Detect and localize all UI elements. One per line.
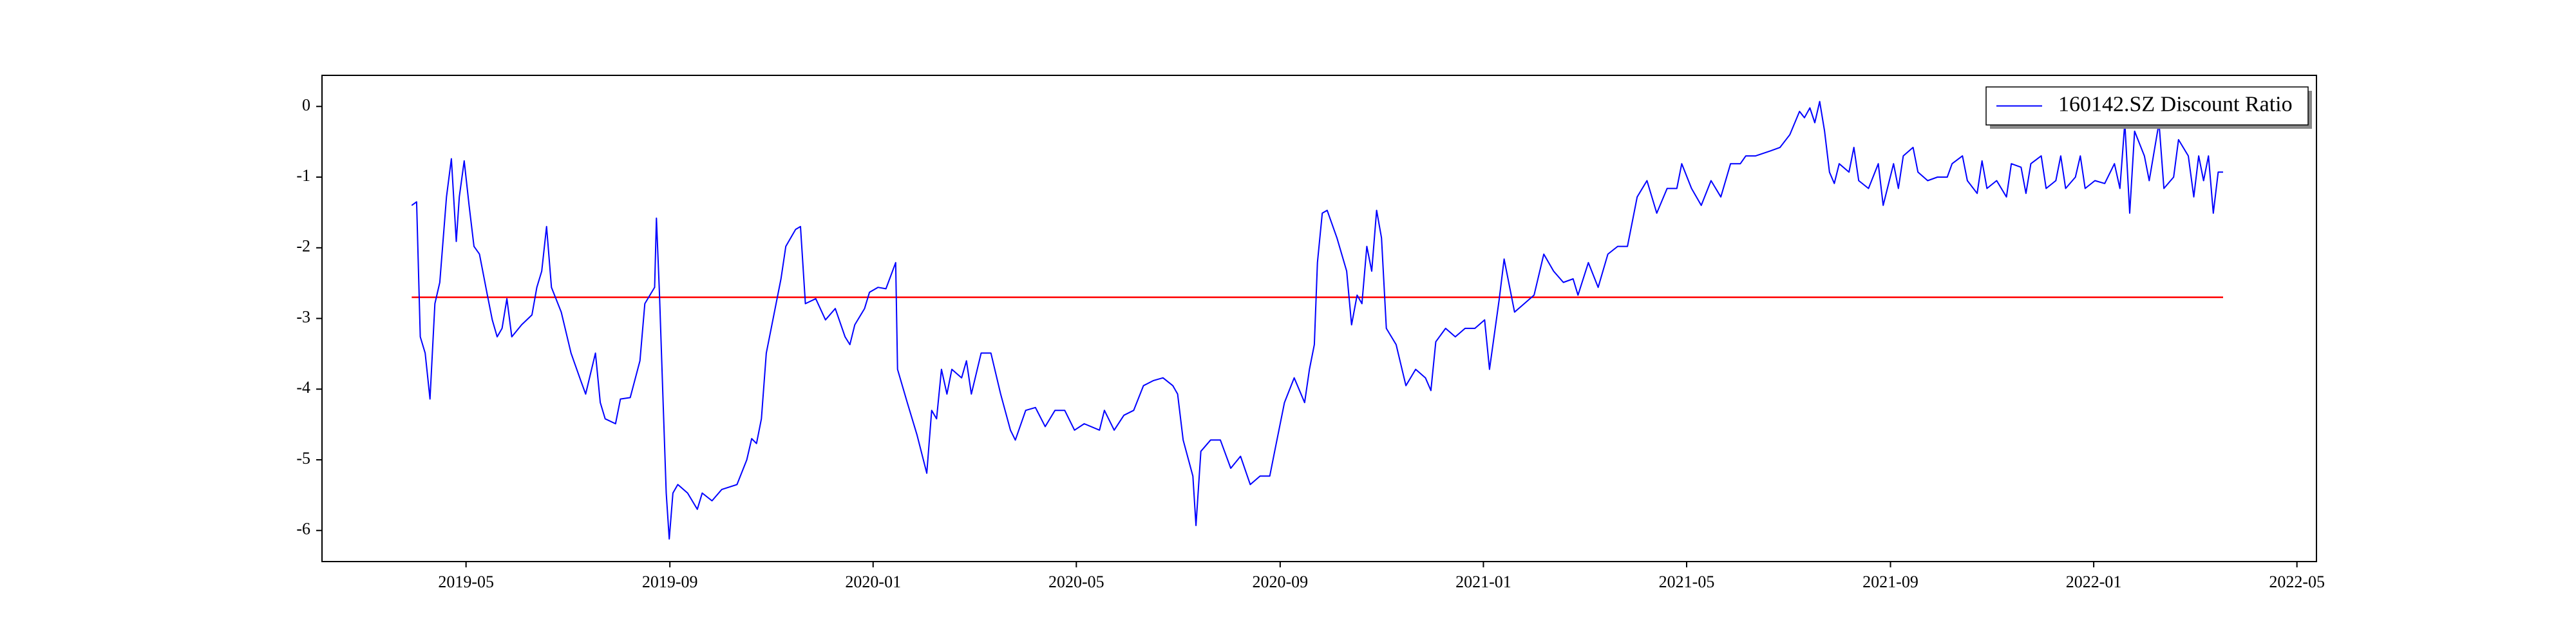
x-tick-label: 2020-09 xyxy=(1253,573,1309,591)
y-tick-label: -4 xyxy=(296,378,310,397)
x-tick-label: 2021-09 xyxy=(1862,573,1918,591)
y-tick-label: -3 xyxy=(296,307,310,326)
x-tick-label: 2019-05 xyxy=(438,573,494,591)
x-tick-label: 2019-09 xyxy=(642,573,698,591)
y-tick-label: -1 xyxy=(296,166,310,185)
x-tick-label: 2020-05 xyxy=(1048,573,1104,591)
x-tick-label: 2022-01 xyxy=(2066,573,2122,591)
y-tick-label: 0 xyxy=(302,95,310,114)
y-tick-label: -5 xyxy=(296,449,310,468)
legend-label: 160142.SZ Discount Ratio xyxy=(2058,92,2293,116)
y-tick-label: -2 xyxy=(296,237,310,256)
y-tick-label: -6 xyxy=(296,520,310,538)
data-line xyxy=(411,100,2223,540)
x-tick-label: 2022-05 xyxy=(2269,573,2325,591)
axes-frame xyxy=(321,75,2317,562)
x-tick-label: 2021-01 xyxy=(1455,573,1511,591)
x-tick-label: 2021-05 xyxy=(1659,573,1715,591)
x-tick-label: 2020-01 xyxy=(845,573,901,591)
